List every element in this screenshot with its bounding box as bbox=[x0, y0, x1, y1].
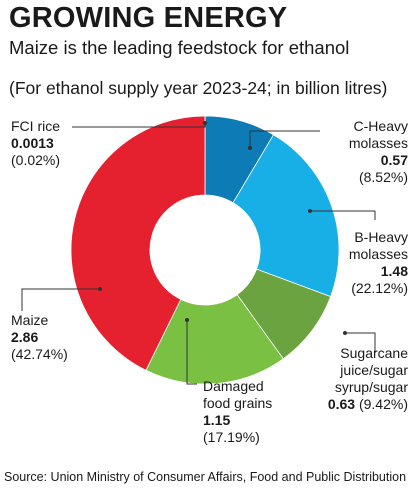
leader-dot-b-heavy bbox=[308, 209, 312, 213]
label-c-heavy-value: 0.57 bbox=[380, 152, 408, 168]
label-fci-rice-percent: (0.02%) bbox=[11, 152, 61, 168]
chart-subtitle: Maize is the leading feedstock for ethan… bbox=[9, 37, 350, 58]
slice-b-heavy bbox=[232, 134, 340, 298]
leader-dot-maize bbox=[98, 287, 102, 291]
leader-dot-c-heavy bbox=[248, 146, 252, 150]
label-sugarcane-name-2: juice/sugar bbox=[340, 362, 408, 378]
leader-line-maize bbox=[21, 288, 100, 311]
label-b-heavy-name-2: molasses bbox=[348, 246, 408, 262]
label-damaged-grains-value: 1.15 bbox=[203, 412, 231, 428]
source-note: Source: Union Ministry of Consumer Affai… bbox=[4, 470, 407, 484]
leader-line-damaged-grains bbox=[186, 320, 197, 385]
leader-line-sugarcane bbox=[345, 332, 376, 353]
label-c-heavy: C-Heavy molasses 0.57 (8.52%) bbox=[349, 118, 408, 186]
label-damaged-grains-name-1: Damaged bbox=[203, 378, 264, 394]
chart-title: GROWING ENERGY bbox=[9, 2, 288, 34]
label-b-heavy-name-1: B-Heavy bbox=[354, 229, 408, 245]
label-c-heavy-percent: (8.52%) bbox=[358, 169, 408, 185]
leader-dot-sugarcane bbox=[343, 331, 347, 335]
label-c-heavy-name-1: C-Heavy bbox=[353, 118, 408, 134]
label-fci-rice-value: 0.0013 bbox=[11, 135, 54, 151]
label-b-heavy-value: 1.48 bbox=[380, 263, 408, 279]
label-b-heavy: B-Heavy molasses 1.48 (22.12%) bbox=[349, 229, 408, 297]
label-damaged-grains-name-2: food grains bbox=[203, 395, 273, 411]
leader-line-c-heavy bbox=[249, 130, 320, 148]
leader-dot-fci-rice bbox=[203, 121, 207, 125]
label-damaged-grains-percent: (17.19%) bbox=[203, 429, 260, 445]
slice-maize bbox=[70, 115, 206, 371]
label-maize-percent: (42.74%) bbox=[11, 346, 68, 362]
slice-damaged-grains bbox=[145, 294, 284, 385]
label-sugarcane-percent: (9.42%) bbox=[358, 396, 408, 412]
label-c-heavy-name-2: molasses bbox=[348, 135, 408, 151]
leader-line-b-heavy bbox=[310, 210, 376, 220]
label-fci-rice-name: FCI rice bbox=[11, 118, 60, 134]
label-sugarcane: Sugarcane juice/sugar syrup/sugar 0.63 (… bbox=[328, 345, 408, 413]
label-fci-rice: FCI rice 0.0013 (0.02%) bbox=[11, 118, 60, 169]
leader-lines bbox=[21, 121, 376, 385]
label-damaged-grains: Damaged food grains 1.15 (17.19%) bbox=[203, 378, 272, 446]
label-sugarcane-value: 0.63 bbox=[327, 396, 356, 412]
label-sugarcane-name-1: Sugarcane bbox=[340, 345, 408, 361]
label-b-heavy-percent: (22.12%) bbox=[351, 280, 408, 296]
donut-slices bbox=[70, 115, 340, 385]
label-sugarcane-name-3: syrup/sugar bbox=[334, 379, 408, 395]
donut-chart bbox=[21, 115, 376, 385]
label-maize: Maize 2.86 (42.74%) bbox=[11, 312, 68, 363]
label-maize-value: 2.86 bbox=[11, 329, 39, 345]
chart-note: (For ethanol supply year 2023-24; in bil… bbox=[9, 78, 388, 98]
label-maize-name: Maize bbox=[11, 312, 49, 328]
leader-dot-damaged-grains bbox=[185, 318, 189, 322]
